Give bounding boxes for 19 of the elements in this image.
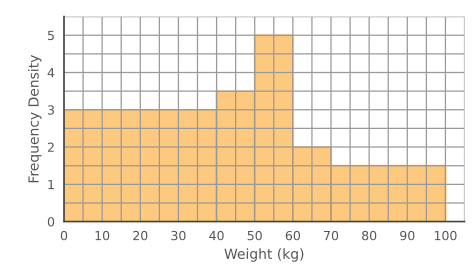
y-tick-label: 2: [48, 142, 54, 152]
y-tick-label: 0: [48, 217, 54, 227]
x-tick-label: 70: [324, 230, 338, 240]
x-tick-label: 20: [133, 230, 148, 240]
x-tick-label: 100: [434, 230, 457, 240]
x-tick-label: 10: [96, 230, 110, 240]
y-tick-label: 3: [48, 105, 54, 115]
x-tick-label: 40: [209, 230, 224, 240]
y-axis-title: Frequency Density: [28, 55, 42, 182]
x-tick-label: 80: [362, 230, 376, 240]
x-tick-label: 30: [171, 230, 186, 240]
x-tick-label: 50: [248, 230, 262, 240]
y-tick-label: 4: [48, 68, 54, 78]
y-tick-label: 5: [48, 30, 54, 40]
x-tick-label: 0: [60, 230, 68, 240]
y-tick-label: 1: [48, 180, 54, 190]
x-tick-label: 90: [400, 230, 414, 240]
x-axis-title: Weight (kg): [224, 248, 304, 262]
x-tick-label: 60: [286, 230, 300, 240]
